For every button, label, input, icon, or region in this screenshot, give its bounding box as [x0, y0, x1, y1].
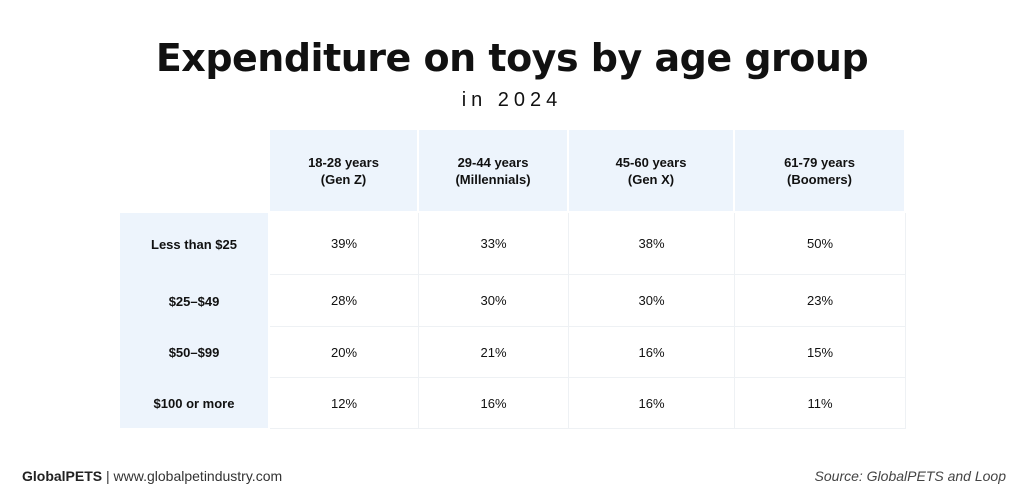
column-header-line: 18-28 years [308, 154, 379, 170]
separator: | [106, 468, 110, 484]
row-header: $100 or more [120, 378, 268, 428]
table-cell: 11% [735, 378, 906, 429]
table-cell: 38% [569, 213, 735, 275]
column-header: 45-60 years (Gen X) [569, 130, 733, 211]
column-header-line: (Gen X) [627, 171, 675, 187]
table-cell: 50% [735, 213, 906, 275]
chart-title: Expenditure on toys by age group [155, 36, 869, 80]
table-cell: 30% [419, 275, 569, 327]
table-cell: 12% [270, 378, 419, 429]
table-cell: 15% [735, 327, 906, 378]
column-header: 18-28 years (Gen Z) [270, 130, 417, 211]
table-cell: 16% [569, 378, 735, 429]
column-header-line: 61-79 years [784, 154, 855, 170]
column-header-line: 45-60 years [615, 154, 687, 170]
brand-name: GlobalPETS [22, 468, 103, 484]
column-header: 29-44 years (Millennials) [419, 130, 567, 211]
row-header: $50–$99 [120, 327, 268, 378]
table-cell: 16% [419, 378, 569, 429]
chart-subtitle: in 2024 [461, 89, 563, 111]
table-cell: 39% [270, 213, 419, 275]
table-cell: 20% [270, 327, 419, 378]
row-header: $25–$49 [120, 275, 268, 327]
column-header: 61-79 years (Boomers) [735, 130, 904, 211]
footer-credit: GlobalPETS | www.globalpetindustry.com [22, 468, 282, 484]
row-header: Less than $25 [120, 213, 268, 275]
column-header-line: (Boomers) [786, 171, 852, 187]
table-cell: 30% [569, 275, 735, 327]
table-cell: 33% [419, 213, 569, 275]
column-header-line: (Millennials) [455, 171, 531, 187]
table-cell: 23% [735, 275, 906, 327]
table-cell: 28% [270, 275, 419, 327]
website-link[interactable]: www.globalpetindustry.com [113, 468, 283, 484]
table-cell: 16% [569, 327, 735, 378]
column-header-line: 29-44 years [457, 154, 529, 170]
table-cell: 21% [419, 327, 569, 378]
column-header-line: (Gen Z) [320, 171, 367, 187]
source-note: Source: GlobalPETS and Loop [814, 468, 1006, 484]
